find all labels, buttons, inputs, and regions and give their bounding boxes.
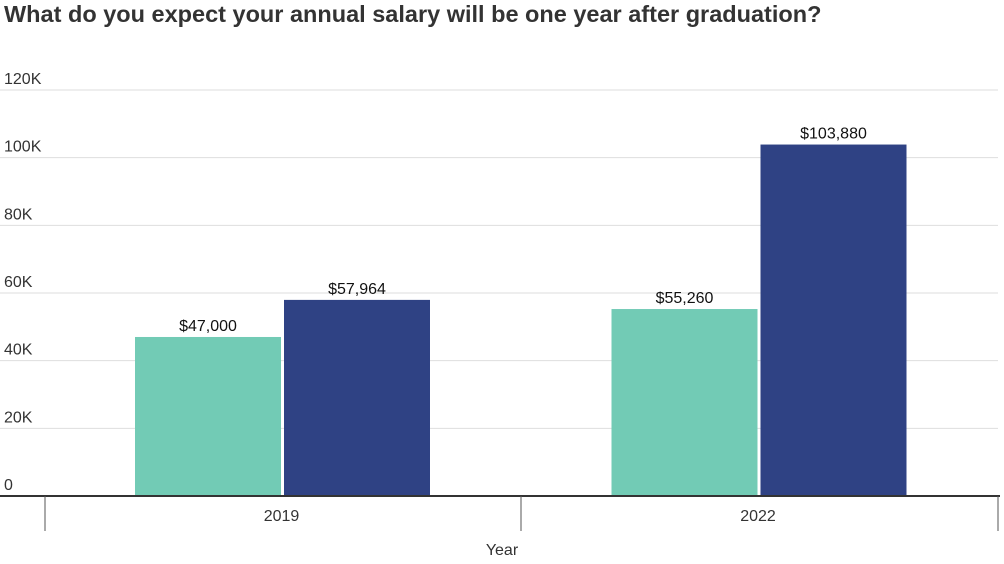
bar [760,144,907,496]
x-axis-title: Year [486,542,519,559]
bar-value-label: $103,880 [800,126,867,143]
y-tick-label: 100K [4,139,42,156]
bar-value-label: $57,964 [328,281,386,298]
y-tick-label: 40K [4,342,33,359]
bar-value-label: $55,260 [656,290,714,307]
y-tick-label: 20K [4,409,33,426]
x-tick-label: 2019 [264,508,300,525]
y-tick-label: 0 [4,477,13,494]
y-tick-label: 120K [4,71,42,88]
bar [611,309,758,496]
chart-title: What do you expect your annual salary wi… [4,1,822,27]
value-labels: $47,000 $57,964 $55,260 $103,880 [179,126,867,335]
bars [135,144,907,496]
bar-value-label: $47,000 [179,318,237,335]
bar [284,299,430,496]
bar [135,336,281,496]
x-tick-label: 2022 [740,508,776,525]
y-tick-label: 80K [4,206,33,223]
y-tick-label: 60K [4,274,33,291]
x-axis: 2019 2022 [0,495,1000,531]
